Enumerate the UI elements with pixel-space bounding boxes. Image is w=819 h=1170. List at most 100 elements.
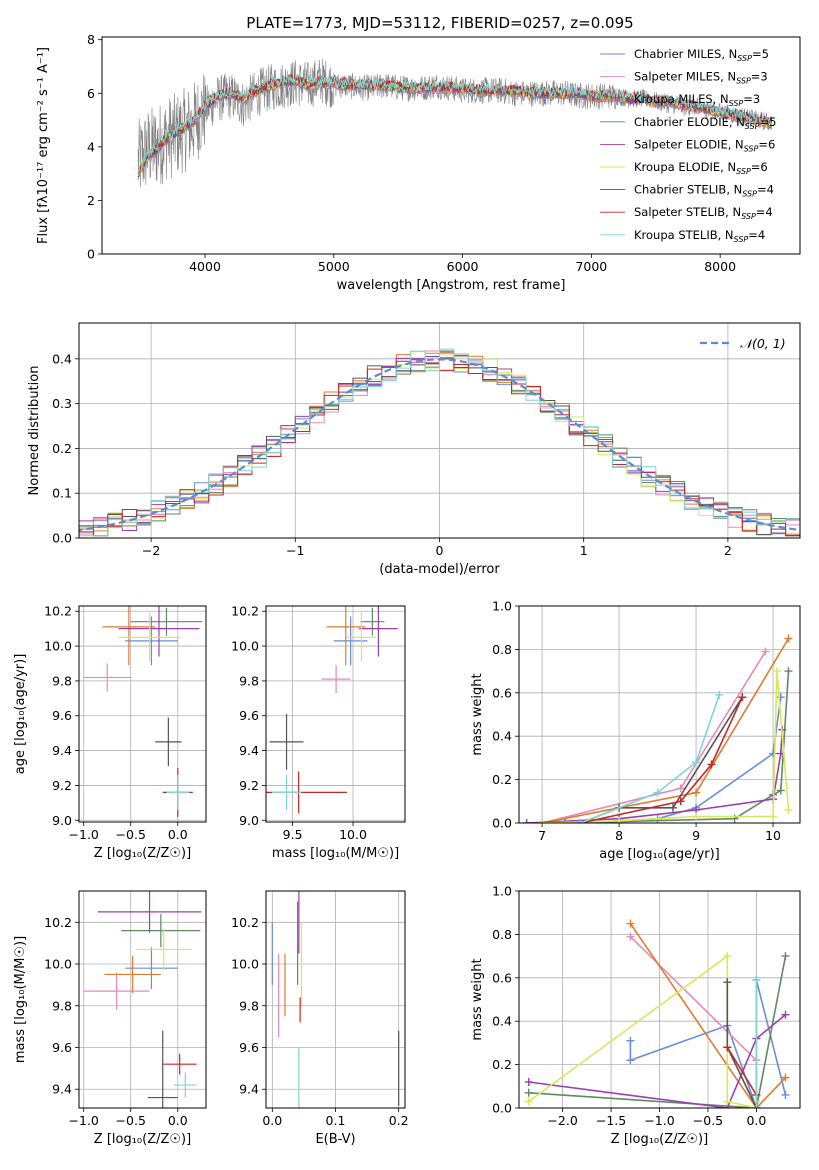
y-tick-label: 9.0 xyxy=(239,813,259,828)
chart-title: PLATE=1773, MJD=53112, FIBERID=0257, z=0… xyxy=(246,14,633,32)
weight-marker xyxy=(715,690,724,699)
x-axis-label: wavelength [Angstrom, rest frame] xyxy=(337,278,566,293)
weight-line-2 xyxy=(541,651,767,823)
plot-area xyxy=(83,606,203,817)
y-tick-label: 9.4 xyxy=(52,743,72,758)
x-axis-label: age [log₁₀(age/yr)] xyxy=(599,847,720,862)
y-tick-label: 0 xyxy=(87,247,95,262)
weight-marker xyxy=(692,758,701,767)
weight-marker xyxy=(723,978,732,987)
panel-age-vs-mass: 9.5 10.0 9.0 9.2 9.4 9.6 9.8 10.0 10.2 mass [log₁… xyxy=(231,604,406,861)
weight-marker xyxy=(761,647,770,656)
y-tick-label: 10.0 xyxy=(231,957,259,972)
y-tick-label: 2 xyxy=(87,193,95,208)
x-tick-label: 7 xyxy=(538,828,546,843)
axes-frame xyxy=(265,605,406,823)
weight-line-7 xyxy=(580,696,743,823)
panel-mass-weight-vs-age: 7 8 9 10 0.0 0.2 0.4 0.6 0.8 1.0 age [log₁₀(age/yr… xyxy=(470,599,801,862)
weight-line-5 xyxy=(526,729,784,823)
weight-marker xyxy=(522,819,531,823)
x-tick-label: 9 xyxy=(692,828,700,843)
weight-marker xyxy=(723,1097,732,1106)
x-tick-label: 0.1 xyxy=(326,1113,346,1128)
x-tick-label: 4000 xyxy=(189,259,221,274)
legend-suffix: =6 xyxy=(751,160,768,174)
y-tick-label: 0.6 xyxy=(492,970,512,985)
legend-suffix: =6 xyxy=(758,137,775,151)
legend-suffix: =3 xyxy=(751,70,768,84)
legend-label: Kroupa MILES, N xyxy=(634,92,729,106)
legend-label: Kroupa ELODIE, N xyxy=(634,160,736,174)
panel-mass-vs-Z: −1.0 −0.5 0.0 9.4 9.6 9.8 10.0 10.2 Z [log₁₀(Z/Z… xyxy=(13,890,207,1147)
weight-marker xyxy=(626,1056,635,1065)
x-axis-label: E(B-V) xyxy=(315,1132,355,1147)
legend-entry: Chabrier ELODIE, NSSP=5 xyxy=(634,115,776,131)
weight-marker xyxy=(707,760,716,769)
y-tick-label: 0.8 xyxy=(492,927,512,942)
y-tick-label: 10.0 xyxy=(44,957,72,972)
weight-marker xyxy=(784,667,793,676)
axes-frame xyxy=(78,890,207,1109)
x-tick-label: −0.5 xyxy=(116,1113,146,1128)
weight-marker xyxy=(524,1097,533,1106)
y-tick-label: 9.4 xyxy=(239,1082,259,1097)
y-tick-label: 4 xyxy=(87,139,95,154)
histogram-step-9 xyxy=(79,348,800,537)
panel-residuals: −2 −1 0 1 2 0.0 0.1 0.2 0.3 0.4 (data-model)/error… xyxy=(27,322,801,577)
weight-marker xyxy=(738,693,747,702)
plot-area xyxy=(83,891,202,1108)
legend-subscript: SSP xyxy=(745,122,760,131)
x-tick-label: 0.0 xyxy=(746,1113,766,1128)
weight-line-8 xyxy=(726,1046,758,1096)
plot-area xyxy=(522,634,793,823)
y-tick-label: 0.6 xyxy=(492,685,512,700)
weight-marker xyxy=(723,952,732,961)
weight-marker xyxy=(538,819,547,823)
x-tick-label: −0.5 xyxy=(116,827,146,842)
plot-area xyxy=(79,348,800,537)
legend-label: Chabrier ELODIE, N xyxy=(634,115,745,129)
y-tick-label: 0.2 xyxy=(492,1057,512,1072)
y-tick-label: 10.0 xyxy=(44,639,72,654)
plot-area xyxy=(266,606,398,814)
y-tick-label: 9.2 xyxy=(239,778,259,793)
weight-marker xyxy=(692,812,701,821)
weight-marker xyxy=(776,693,785,702)
y-tick-label: 0.8 xyxy=(492,642,512,657)
weight-marker xyxy=(769,749,778,758)
legend-subscript: SSP xyxy=(744,144,759,153)
axes-frame xyxy=(265,890,406,1109)
x-tick-label: −1.5 xyxy=(596,1113,626,1128)
weight-marker xyxy=(576,819,585,823)
x-tick-label: 7000 xyxy=(575,259,607,274)
y-tick-label: 0.0 xyxy=(492,816,512,831)
weight-line-8 xyxy=(580,696,744,823)
y-tick-label: 0.3 xyxy=(52,396,72,411)
legend-suffix: =4 xyxy=(757,183,774,197)
y-tick-label: 8 xyxy=(87,32,95,47)
panel-spectrum: 4000 5000 6000 7000 8000 0 2 4 6 8 wavelength [Ang… xyxy=(36,32,801,293)
x-tick-label: 0.2 xyxy=(389,1113,409,1128)
weight-marker xyxy=(692,788,701,797)
weight-marker xyxy=(781,1073,790,1082)
weight-line-6 xyxy=(542,671,790,823)
x-tick-label: −0.5 xyxy=(693,1113,723,1128)
y-tick-label: 1.0 xyxy=(492,599,512,614)
legend-suffix: =3 xyxy=(743,92,760,106)
legend-suffix: =5 xyxy=(760,115,777,129)
y-axis-label: mass [log₁₀(M/M☉)] xyxy=(13,936,28,1063)
legend-subscript: SSP xyxy=(734,235,749,244)
weight-marker xyxy=(723,1043,732,1052)
x-tick-label: 2 xyxy=(724,543,732,558)
legend-entry: Kroupa MILES, NSSP=3 xyxy=(634,92,760,108)
y-axis-label: age [log₁₀(age/yr)] xyxy=(13,654,28,775)
x-tick-label: 9.5 xyxy=(283,827,303,842)
x-tick-label: 0.0 xyxy=(168,827,188,842)
legend-entry: Chabrier STELIB, NSSP=4 xyxy=(634,183,774,199)
weight-marker xyxy=(752,975,761,984)
weight-marker xyxy=(653,788,662,797)
y-tick-label: 0.4 xyxy=(52,351,72,366)
y-tick-label: 9.8 xyxy=(239,998,259,1013)
weight-marker xyxy=(769,812,778,821)
